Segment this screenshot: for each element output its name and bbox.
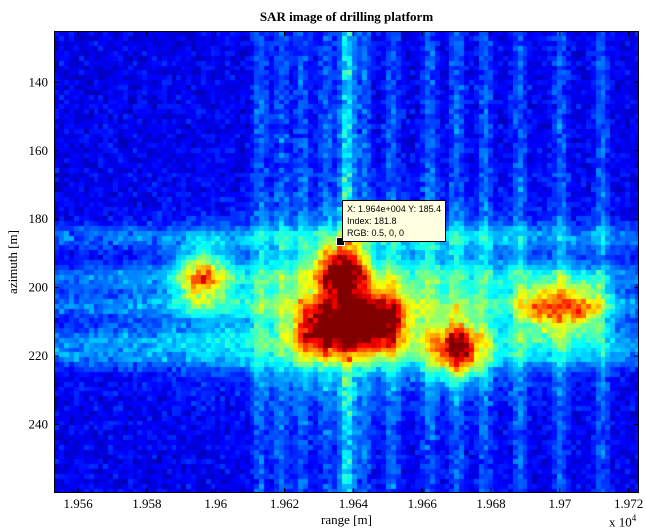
y-tick-label: 180 [29, 211, 49, 226]
heatmap-image[interactable] [55, 32, 638, 492]
x-axis-exponent: x 104 [609, 513, 636, 530]
x-tick-label: 1.96 [204, 496, 227, 511]
x-tick-label: 1.956 [63, 496, 93, 511]
x-tick-label: 1.97 [548, 496, 571, 511]
y-tick-label: 160 [29, 143, 49, 158]
x-axis-label: range [m] [321, 512, 372, 527]
y-tick-label: 240 [29, 417, 49, 432]
datatip-rgb: RGB: 0.5, 0, 0 [347, 228, 405, 238]
x-exponent-base: x 10 [609, 514, 632, 530]
x-tick-label: 1.962 [270, 496, 299, 511]
y-axis-label: azimuth [m] [5, 230, 20, 294]
datatip-xy: X: 1.964e+004 Y: 185.4 [347, 204, 442, 214]
datatip[interactable]: X: 1.964e+004 Y: 185.4 Index: 181.8 RGB:… [342, 200, 447, 242]
x-exponent-power: 4 [631, 513, 637, 523]
plot-area[interactable] [54, 31, 639, 493]
x-tick-label: 1.966 [408, 496, 438, 511]
x-tick-label: 1.964 [339, 496, 369, 511]
datatip-index: Index: 181.8 [347, 216, 397, 226]
y-tick-label: 200 [29, 280, 49, 295]
y-tick-label: 140 [29, 74, 49, 89]
y-tick-label: 220 [29, 348, 49, 363]
x-tick-label: 1.968 [476, 496, 505, 511]
x-tick-label: 1.972 [614, 496, 643, 511]
chart-title: SAR image of drilling platform [259, 9, 434, 24]
x-tick-label: 1.958 [132, 496, 161, 511]
